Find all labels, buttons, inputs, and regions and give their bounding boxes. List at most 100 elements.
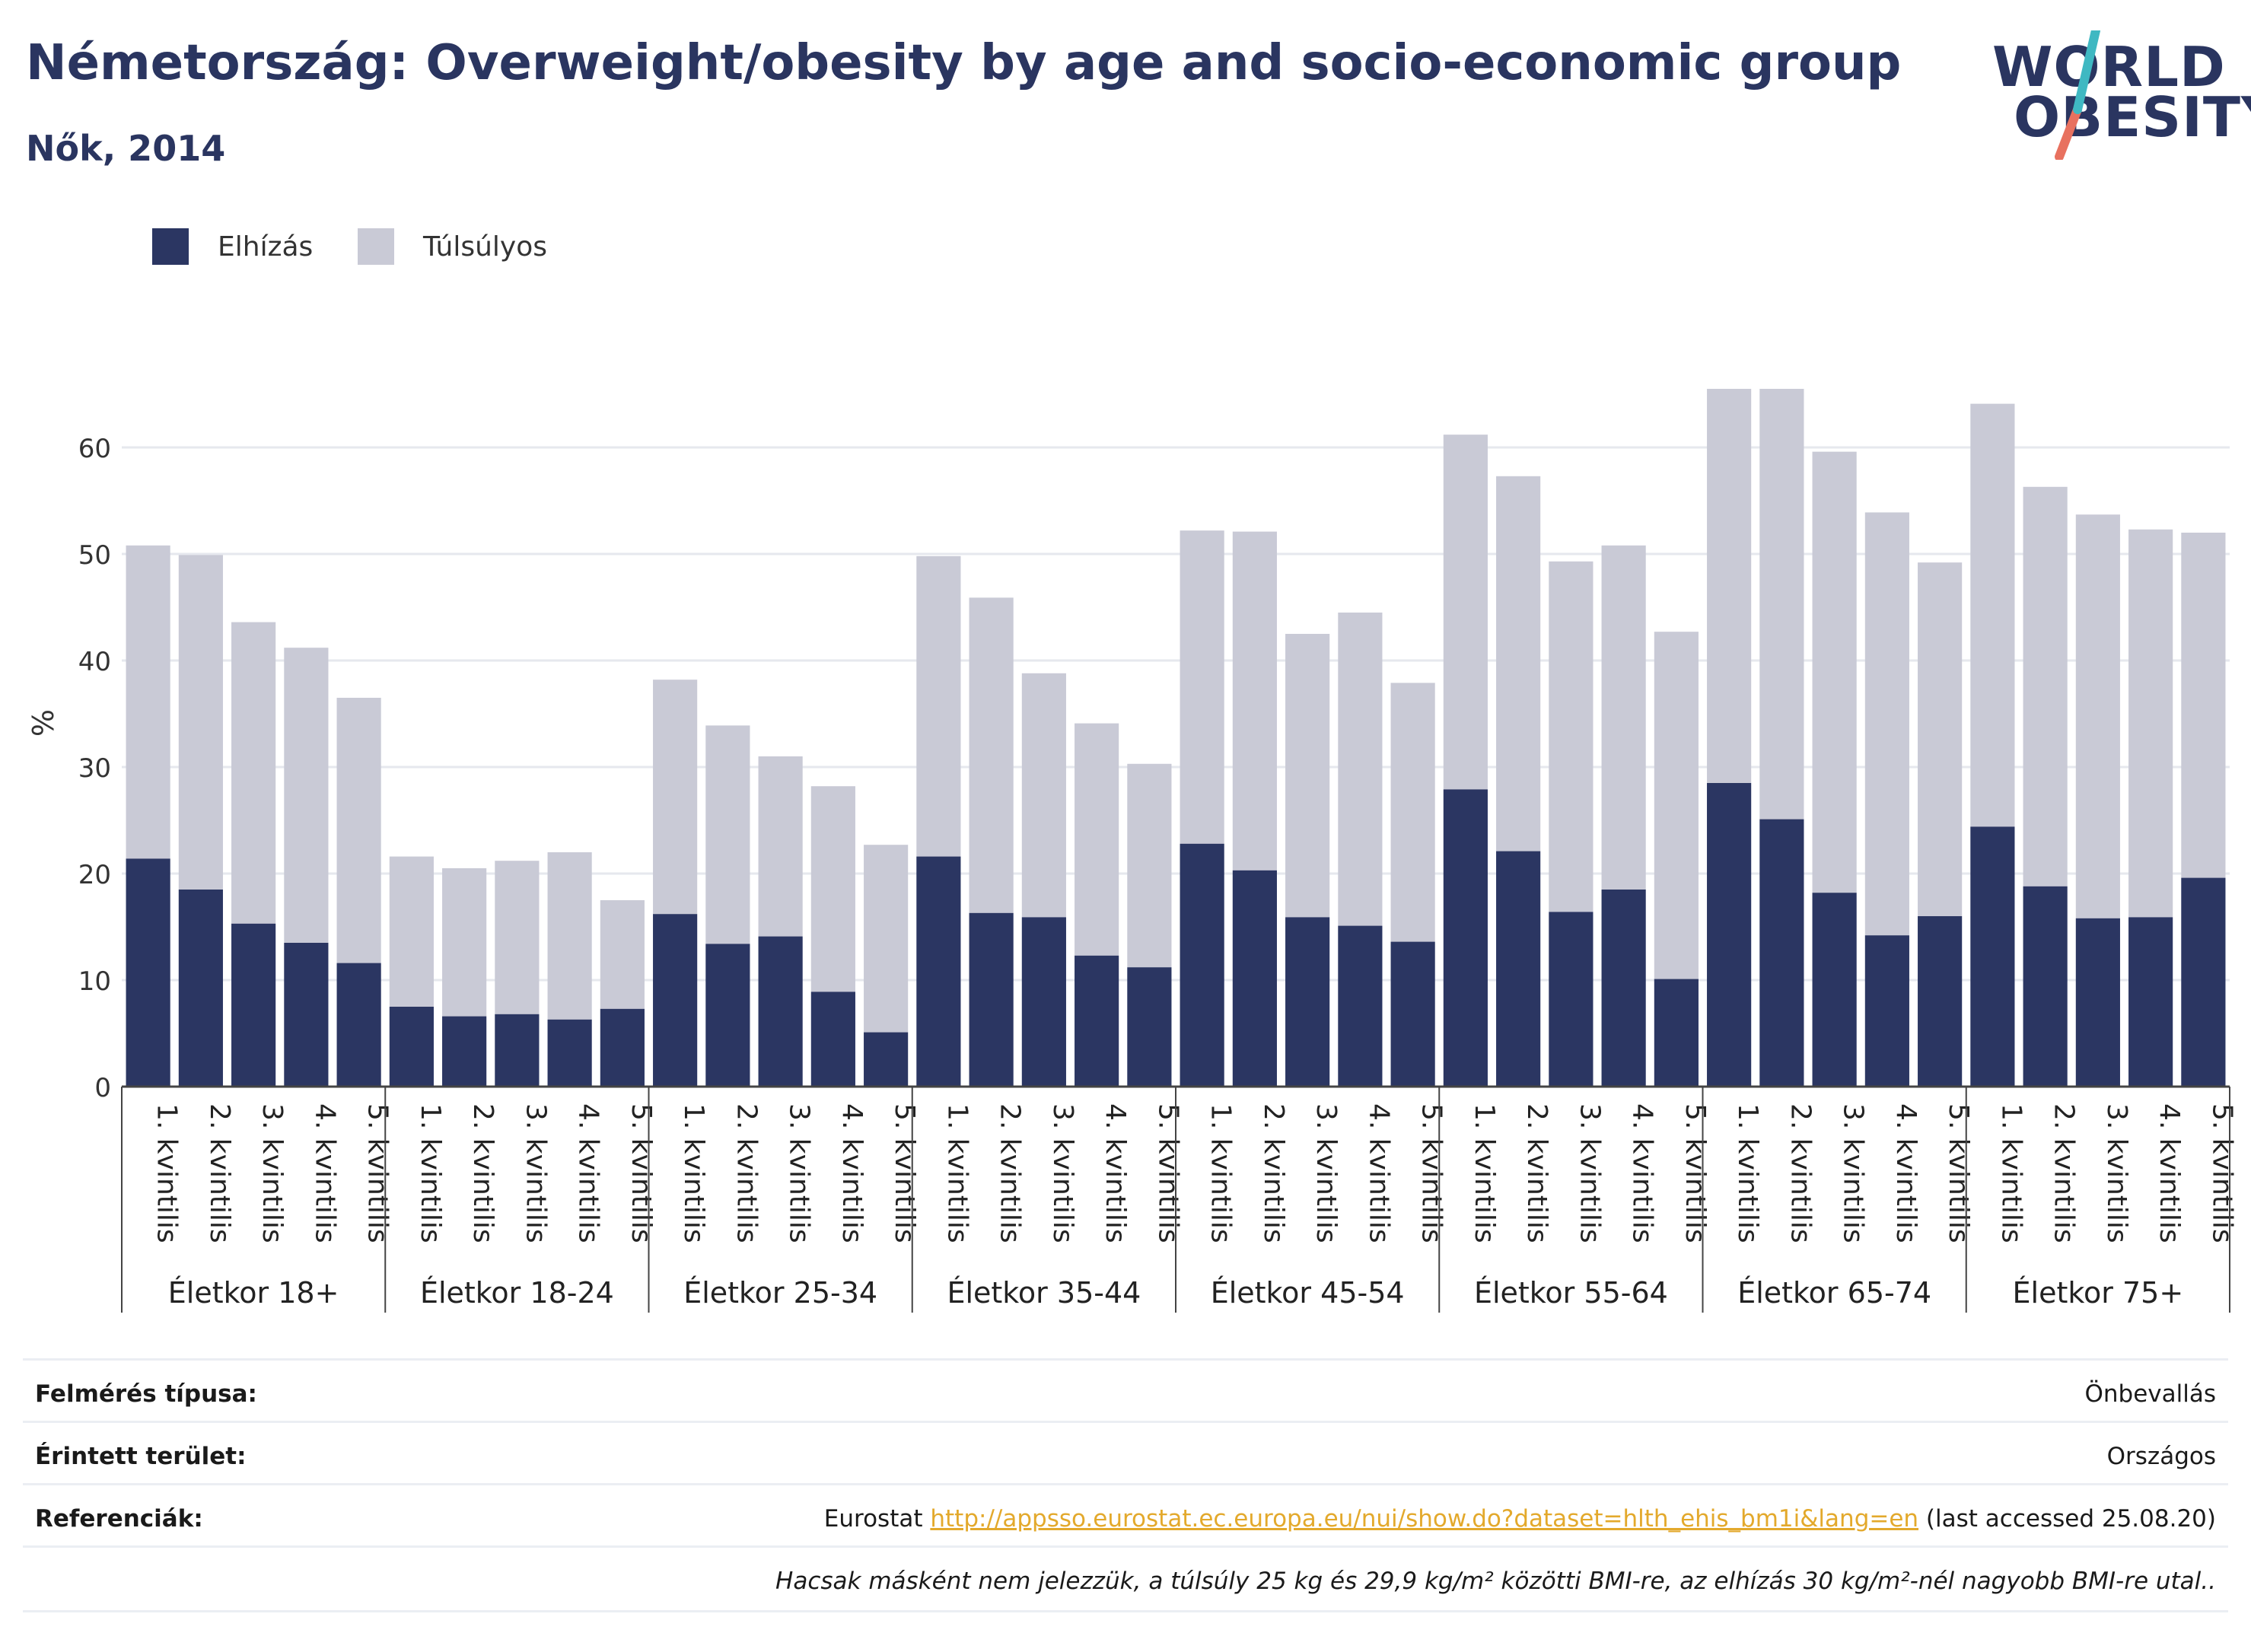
bar-overweight bbox=[1549, 561, 1594, 912]
bar-overweight bbox=[2075, 514, 2120, 918]
legend-item-obesity[interactable]: Elhízás bbox=[152, 228, 313, 265]
group-label: Életkor 18-24 bbox=[420, 1276, 614, 1310]
bar-obesity bbox=[1496, 851, 1541, 1087]
x-tick-label: 4. kvintilis bbox=[2154, 1103, 2185, 1243]
bar-obesity bbox=[336, 963, 381, 1087]
bar-obesity bbox=[1127, 967, 1172, 1087]
bar-obesity bbox=[705, 944, 750, 1087]
x-tick-label: 1. kvintilis bbox=[678, 1103, 709, 1243]
bar-obesity bbox=[1180, 843, 1224, 1087]
bar-overweight bbox=[969, 597, 1014, 913]
x-tick-label: 1. kvintilis bbox=[1995, 1103, 2027, 1243]
meta-label-area: Érintett terület: bbox=[35, 1443, 247, 1470]
bar-obesity bbox=[284, 943, 329, 1087]
reference-link[interactable]: http://appsso.eurostat.ec.europa.eu/nui/… bbox=[930, 1505, 1919, 1533]
page-title: Németország: Overweight/obesity by age a… bbox=[26, 35, 1902, 91]
reference-accessed: (last accessed 25.08.20) bbox=[1925, 1505, 2216, 1533]
x-tick-label: 2. kvintilis bbox=[1258, 1103, 1289, 1243]
x-tick-label: 3. kvintilis bbox=[1047, 1103, 1078, 1243]
bar-obesity bbox=[2075, 918, 2120, 1087]
bar-overweight bbox=[1180, 530, 1224, 844]
bar-overweight bbox=[758, 756, 803, 937]
bar-overweight bbox=[1864, 512, 1909, 936]
meta-row-references: Referenciák: Eurostat http://appsso.euro… bbox=[23, 1483, 2228, 1548]
bar-obesity bbox=[178, 890, 223, 1087]
group-label: Életkor 18+ bbox=[168, 1276, 339, 1310]
bar-obesity bbox=[2023, 886, 2068, 1087]
y-tick-label: 30 bbox=[78, 753, 111, 784]
x-tick-label: 3. kvintilis bbox=[2101, 1103, 2132, 1243]
reference-source: Eurostat bbox=[823, 1505, 923, 1533]
meta-value-survey-type: Önbevallás bbox=[2084, 1380, 2216, 1408]
x-tick-label: 1. kvintilis bbox=[151, 1103, 183, 1243]
bar-obesity bbox=[1601, 890, 1646, 1087]
bar-overweight bbox=[231, 622, 276, 924]
meta-row-note: Hacsak másként nem jelezzük, a túlsúly 2… bbox=[23, 1545, 2228, 1612]
bar-chart: 0 10 20 30 40 50 60% 1. kvintilis 2. kvintilis 3.… bbox=[27, 389, 2237, 1313]
x-tick-label: 4. kvintilis bbox=[1627, 1103, 1658, 1243]
bar-obesity bbox=[1970, 826, 2015, 1087]
bar-overweight bbox=[1970, 403, 2015, 827]
bar-obesity bbox=[969, 912, 1014, 1087]
x-tick-label: 5. kvintilis bbox=[1679, 1103, 1711, 1243]
x-tick-label: 3. kvintilis bbox=[256, 1103, 288, 1243]
bar-obesity bbox=[495, 1014, 540, 1087]
world-obesity-logo[interactable]: WORLD OBESITY bbox=[1979, 30, 2251, 160]
group-label: Életkor 25-34 bbox=[683, 1276, 877, 1310]
group-label: Életkor 45-54 bbox=[1211, 1276, 1405, 1310]
x-tick-label: 1. kvintilis bbox=[415, 1103, 446, 1243]
meta-value-references: Eurostat http://appsso.eurostat.ec.europ… bbox=[824, 1505, 2216, 1533]
x-tick-label: 5. kvintilis bbox=[362, 1103, 393, 1243]
bar-obesity bbox=[1390, 941, 1435, 1087]
bar-obesity bbox=[1443, 789, 1488, 1087]
bar-overweight bbox=[126, 545, 170, 859]
bar-obesity bbox=[1549, 912, 1594, 1087]
logo-slash-icon bbox=[2055, 30, 2100, 160]
x-tick-label: 1. kvintilis bbox=[1205, 1103, 1237, 1243]
y-tick-label: 10 bbox=[78, 966, 111, 997]
meta-row-survey-type: Felmérés típusa: Önbevallás bbox=[23, 1358, 2228, 1423]
group-label: Életkor 35-44 bbox=[947, 1276, 1141, 1310]
bar-overweight bbox=[1127, 763, 1172, 968]
bar-obesity bbox=[2128, 917, 2173, 1087]
bar-overweight bbox=[653, 680, 698, 915]
bar-overweight bbox=[547, 852, 592, 1020]
x-tick-label: 1. kvintilis bbox=[941, 1103, 973, 1243]
group-label: Életkor 75+ bbox=[2013, 1276, 2184, 1310]
bar-obesity bbox=[442, 1016, 487, 1087]
bar-obesity bbox=[758, 936, 803, 1087]
bar-overweight bbox=[705, 725, 750, 944]
x-tick-label: 1. kvintilis bbox=[1732, 1103, 1763, 1243]
bar-overweight bbox=[389, 856, 434, 1007]
x-tick-label: 2. kvintilis bbox=[467, 1103, 498, 1243]
bar-overweight bbox=[2181, 533, 2226, 878]
bar-overweight bbox=[1021, 673, 1066, 918]
bar-obesity bbox=[1812, 893, 1857, 1087]
legend-swatch-overweight bbox=[358, 228, 394, 265]
bar-overweight bbox=[1285, 634, 1330, 918]
legend-item-overweight[interactable]: Túlsúlyos bbox=[358, 228, 547, 265]
x-tick-label: 2. kvintilis bbox=[1785, 1103, 1816, 1243]
x-tick-label: 5. kvintilis bbox=[889, 1103, 920, 1243]
x-tick-label: 3. kvintilis bbox=[784, 1103, 815, 1243]
bar-obesity bbox=[126, 858, 170, 1087]
bar-obesity bbox=[231, 923, 276, 1087]
bar-overweight bbox=[1390, 683, 1435, 942]
x-tick-label: 5. kvintilis bbox=[626, 1103, 657, 1243]
bar-obesity bbox=[547, 1019, 592, 1087]
bar-overweight bbox=[1496, 476, 1541, 851]
bar-overweight bbox=[1443, 434, 1488, 790]
bar-overweight bbox=[1075, 723, 1119, 956]
bar-obesity bbox=[389, 1007, 434, 1087]
x-tick-label: 5. kvintilis bbox=[2206, 1103, 2237, 1243]
bar-overweight bbox=[495, 861, 540, 1014]
x-tick-label: 2. kvintilis bbox=[2049, 1103, 2080, 1243]
bar-overweight bbox=[864, 845, 909, 1033]
x-tick-label: 5. kvintilis bbox=[1943, 1103, 1974, 1243]
bar-obesity bbox=[1864, 935, 1909, 1087]
meta-value-area: Országos bbox=[2106, 1443, 2216, 1470]
bar-obesity bbox=[1232, 870, 1277, 1087]
y-tick-label: 50 bbox=[78, 540, 111, 571]
bar-overweight bbox=[2023, 486, 2068, 886]
bar-obesity bbox=[864, 1032, 909, 1087]
